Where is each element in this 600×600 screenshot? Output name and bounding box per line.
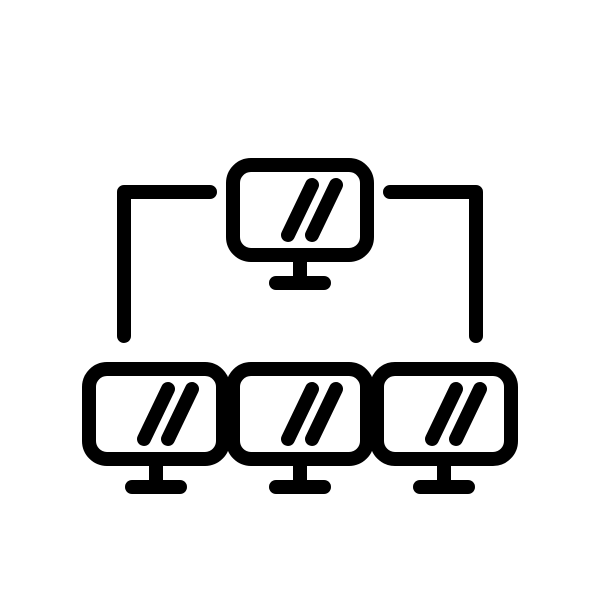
monitor-middle-icon [233, 369, 367, 494]
connector-line [390, 192, 476, 336]
monitor-top-icon [233, 165, 367, 290]
monitor-left-icon [89, 369, 223, 494]
connector-line [124, 192, 210, 336]
monitor-right-icon [377, 369, 511, 494]
network-diagram [0, 0, 600, 600]
